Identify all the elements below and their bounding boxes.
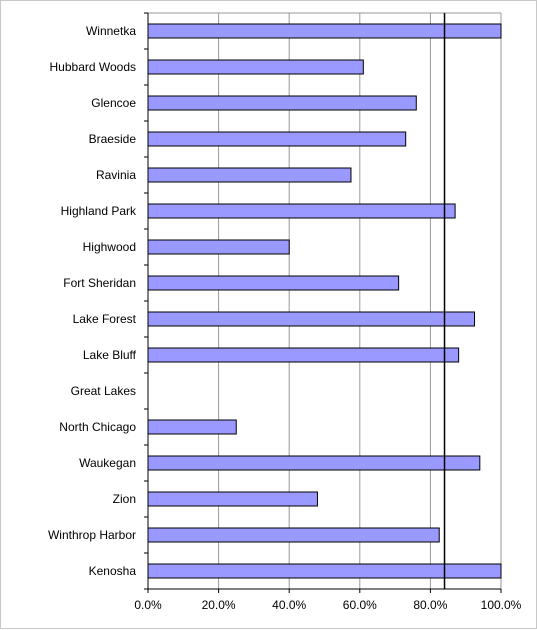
bar-kenosha — [147, 563, 502, 579]
bar-waukegan — [147, 455, 481, 471]
bar-lake-bluff — [147, 347, 460, 363]
x-tick-label: 60.0% — [343, 598, 377, 612]
bar-winthrop-harbor — [147, 527, 440, 543]
bar-north-chicago — [147, 419, 237, 435]
category-label: Highland Park — [61, 204, 137, 218]
category-label: Kenosha — [89, 564, 137, 578]
bar-hubbard-woods — [147, 59, 364, 75]
category-label: Glencoe — [91, 96, 136, 110]
bar-zion — [147, 491, 318, 507]
category-label: Great Lakes — [71, 384, 136, 398]
category-label: Winthrop Harbor — [48, 528, 136, 542]
x-tick-label: 40.0% — [272, 598, 306, 612]
category-label: Waukegan — [79, 456, 136, 470]
bar-highland-park — [147, 203, 456, 219]
bar-highwood — [147, 239, 290, 255]
bar-ravinia — [147, 167, 352, 183]
bar-fort-sheridan — [147, 275, 400, 291]
bar-lake-forest — [147, 311, 476, 327]
category-label: Lake Forest — [73, 312, 137, 326]
category-label: Braeside — [89, 132, 137, 146]
x-tick-label: 20.0% — [202, 598, 236, 612]
category-label: North Chicago — [59, 420, 136, 434]
category-label: Lake Bluff — [83, 348, 137, 362]
category-label: Fort Sheridan — [63, 276, 136, 290]
x-tick-label: 0.0% — [134, 598, 162, 612]
bar-braeside — [147, 131, 407, 147]
x-tick-label: 100.0% — [481, 598, 522, 612]
category-label: Hubbard Woods — [50, 60, 137, 74]
category-label: Winnetka — [86, 24, 136, 38]
x-tick-label: 80.0% — [413, 598, 447, 612]
category-label: Zion — [113, 492, 136, 506]
bar-glencoe — [147, 95, 417, 111]
bar-winnetka — [147, 23, 502, 39]
category-label: Ravinia — [96, 168, 136, 182]
category-label: Highwood — [83, 240, 136, 254]
